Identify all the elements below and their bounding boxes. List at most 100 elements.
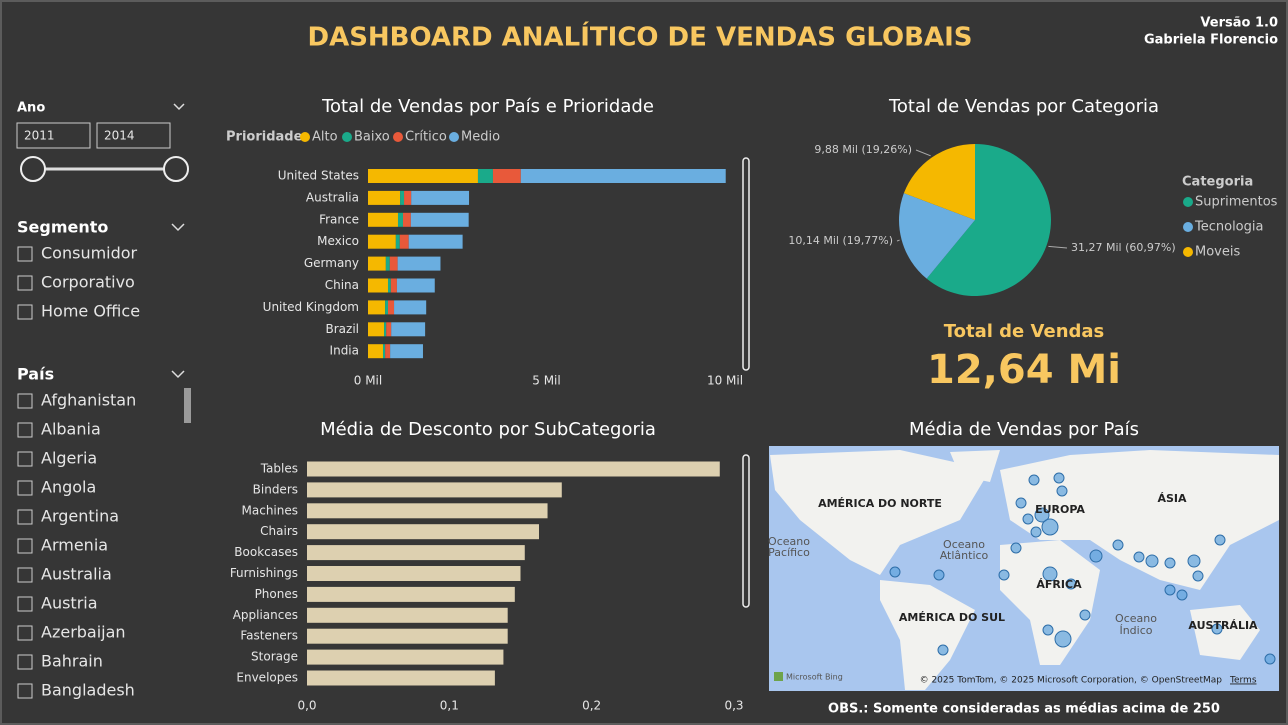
bar-segment (402, 212, 411, 227)
chart-title: Média de Desconto por SubCategoria (320, 419, 656, 440)
bar-segment (385, 256, 390, 271)
year-input[interactable] (16, 122, 91, 149)
bar-segment (368, 322, 385, 337)
y-tick-label: Furnishings (230, 566, 298, 580)
checkbox[interactable] (17, 538, 33, 554)
scrollbar[interactable] (184, 388, 191, 423)
bar-segment (368, 344, 383, 359)
bar (307, 628, 508, 644)
chevron[interactable] (173, 103, 185, 111)
bar-segment (404, 190, 412, 205)
bar (307, 566, 521, 581)
slider-handle[interactable] (163, 156, 189, 182)
x-tick-label: 10 Mil (707, 374, 743, 388)
pie-slice (899, 193, 975, 279)
bar-segment (386, 322, 392, 337)
x-tick-label: 0,0 (297, 699, 316, 713)
slicer-option: Home Office (41, 302, 140, 321)
bar-segment (368, 256, 386, 271)
year-input[interactable] (96, 122, 171, 149)
slicer-option: Angola (41, 478, 96, 497)
bar (307, 461, 720, 477)
map-label: ÁFRICA (1036, 578, 1082, 591)
scrollbar[interactable] (742, 454, 750, 608)
bar-segment (382, 344, 386, 359)
chevron[interactable] (171, 370, 185, 379)
map-label: AMÉRICA DO SUL (899, 611, 1005, 624)
y-tick-label: United Kingdom (263, 300, 359, 314)
y-tick-label: Chairs (260, 524, 298, 538)
checkbox[interactable] (17, 654, 33, 670)
bar-segment (368, 190, 401, 205)
legend-label: Crítico (405, 130, 447, 145)
pie-slice (903, 144, 975, 220)
bar (307, 649, 504, 665)
bar-segment (387, 300, 395, 315)
checkbox[interactable] (17, 275, 33, 291)
legend-marker (393, 132, 403, 142)
checkbox[interactable] (17, 246, 33, 262)
checkbox[interactable] (17, 683, 33, 699)
bar-segment (397, 212, 403, 227)
y-tick-label: Bookcases (234, 545, 298, 559)
y-tick-label: France (319, 212, 359, 226)
y-tick-label: Tables (260, 462, 298, 476)
data-label: 9,88 Mil (19,26%) (814, 143, 912, 156)
pie-slice (926, 144, 1051, 296)
map-terms[interactable]: Terms (1229, 676, 1257, 686)
map-label: Atlântico (940, 549, 989, 562)
legend-label: Alto (312, 130, 338, 145)
checkbox[interactable] (17, 596, 33, 612)
checkbox[interactable] (17, 480, 33, 496)
land (1190, 605, 1260, 660)
y-tick-label: Envelopes (236, 671, 298, 685)
y-tick-label: Mexico (317, 234, 359, 248)
bar-segment (368, 234, 396, 249)
checkbox[interactable] (17, 509, 33, 525)
slicer-option: Bangladesh (41, 681, 135, 700)
bar-segment (396, 278, 435, 293)
map-label: Oceano (943, 538, 985, 551)
y-tick-label: Appliances (233, 608, 298, 622)
map-label: Índico (1119, 624, 1152, 637)
bar-segment (400, 190, 405, 205)
legend-label: Baixo (354, 130, 390, 145)
chart-title: Total de Vendas por País e Prioridade (321, 96, 654, 117)
x-tick-label: 0 Mil (354, 374, 382, 388)
land (880, 580, 975, 690)
bar (307, 524, 540, 540)
legend-label: Moveis (1195, 245, 1240, 260)
bar-segment (389, 256, 398, 271)
x-tick-label: 5 Mil (532, 374, 560, 388)
slider-handle[interactable] (20, 156, 46, 182)
checkbox[interactable] (17, 393, 33, 409)
scrollbar[interactable] (742, 157, 750, 371)
slicer-option: Azerbaijan (41, 623, 126, 642)
bar (307, 586, 515, 602)
map-label: Oceano (768, 535, 810, 548)
bar-segment (410, 212, 469, 227)
author: Gabriela Florencio (1144, 33, 1278, 48)
bar-segment (492, 169, 521, 183)
checkbox[interactable] (17, 304, 33, 320)
checkbox[interactable] (17, 422, 33, 438)
checkbox[interactable] (17, 625, 33, 641)
slicer-option: Afghanistan (41, 391, 136, 410)
bar-segment (391, 322, 426, 337)
y-tick-label: India (330, 344, 359, 358)
land (1000, 540, 1100, 665)
kpi-label: Total de Vendas (944, 321, 1105, 342)
bar-segment (384, 322, 387, 337)
bar-segment (368, 169, 478, 183)
legend-marker (1183, 247, 1193, 257)
bar (307, 482, 562, 498)
legend-marker (1183, 222, 1193, 232)
checkbox[interactable] (17, 451, 33, 467)
slicer-option: Algeria (41, 449, 97, 468)
legend-marker (449, 132, 459, 142)
bing-logo (774, 672, 783, 681)
checkbox[interactable] (17, 567, 33, 583)
chevron[interactable] (171, 223, 185, 232)
